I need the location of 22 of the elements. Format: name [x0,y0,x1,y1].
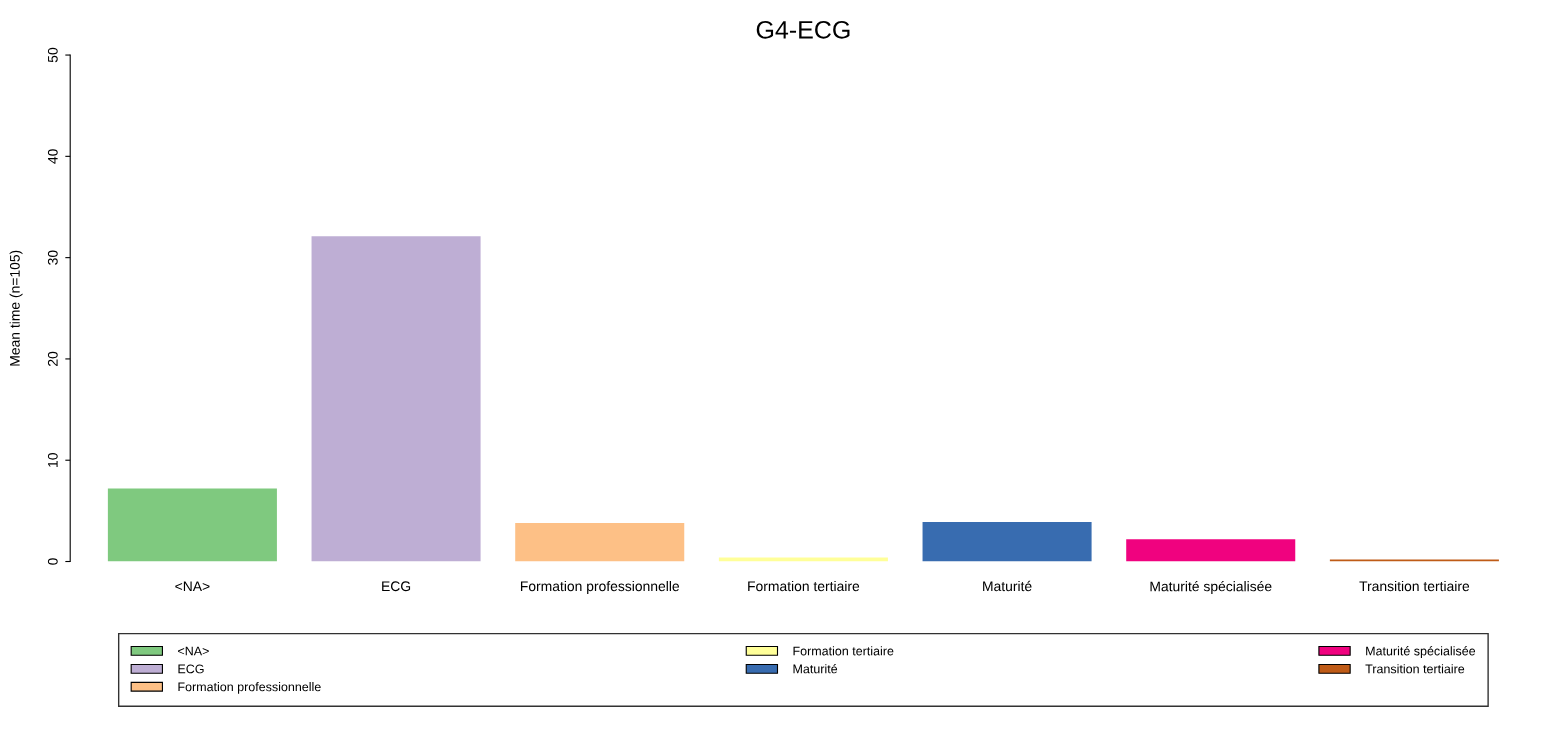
y-axis-title: Mean time (n=105) [9,250,23,366]
x-tick-label: Maturité [983,580,1032,592]
chart-title: G4-ECG [756,20,850,39]
y-tick-label: 20 [47,351,58,366]
x-tick-label: Formation professionnelle [520,580,680,594]
y-tick-label: 30 [47,250,58,265]
y-tick-label: 0 [47,558,58,565]
x-tick-label: Maturité spécialisée [1150,580,1272,595]
legend-label: Formation professionnelle [178,682,321,694]
legend-label: Maturité spécialisée [1366,646,1476,658]
legend-label: Maturité [793,664,838,674]
legend-label: Transition tertiaire [1365,664,1465,674]
x-tick-label: Formation tertiaire [748,580,860,592]
y-tick-label: 40 [47,149,58,164]
y-tick-label: 50 [47,47,58,63]
y-tick-label: 10 [47,453,58,467]
x-tick-label: Transition tertiaire [1359,580,1470,592]
legend-label: ECG [178,664,204,674]
legend-label: <NA> [178,646,209,656]
legend-label: Formation tertiaire [793,646,894,656]
x-tick-label: ECG [382,581,411,592]
x-tick-label: <NA> [175,581,210,592]
